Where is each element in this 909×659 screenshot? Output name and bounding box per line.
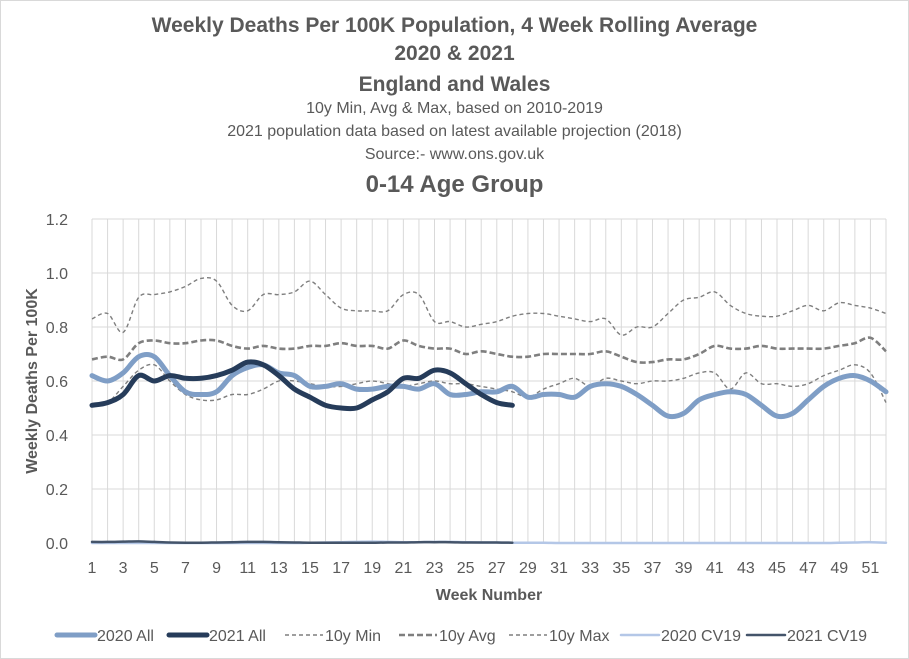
x-tick-label: 13	[270, 560, 288, 577]
legend-label: 10y Min	[325, 628, 381, 645]
x-tick-label: 15	[301, 560, 319, 577]
x-tick-label: 9	[212, 560, 221, 577]
series-line-2020-all	[89, 352, 889, 420]
x-tick-label: 19	[363, 560, 381, 577]
y-tick-label: 0.8	[46, 320, 68, 337]
y-tick-label: 1.2	[46, 212, 68, 229]
x-tick-label: 7	[181, 560, 190, 577]
x-tick-label: 37	[644, 560, 662, 577]
x-tick-label: 49	[830, 560, 848, 577]
chart-title-line-3: England and Wales	[358, 73, 551, 96]
series-line-10y-max	[91, 276, 887, 336]
series-line-2021-cv19	[90, 540, 514, 545]
legend-label: 10y Avg	[439, 628, 496, 645]
x-tick-label: 39	[675, 560, 693, 577]
y-tick-label: 0.0	[46, 536, 68, 553]
x-tick-label: 33	[581, 560, 599, 577]
x-tick-label: 41	[706, 560, 724, 577]
x-tick-label: 25	[457, 560, 475, 577]
x-tick-label: 17	[332, 560, 350, 577]
y-axis-ticks: 0.0 0.2 0.4 0.6 0.8 1.0 1.2	[46, 212, 68, 553]
y-tick-label: 0.4	[46, 428, 68, 445]
x-tick-label: 27	[488, 560, 506, 577]
x-tick-label: 5	[150, 560, 159, 577]
x-tick-label: 47	[799, 560, 817, 577]
chart-subtitle-line-1: 10y Min, Avg & Max, based on 2010-2019	[306, 100, 603, 117]
y-tick-label: 0.2	[46, 482, 68, 499]
chart-subtitle-line-2: 2021 population data based on latest ava…	[227, 123, 682, 140]
x-axis-label: Week Number	[436, 587, 542, 604]
chart-title-line-1: Weekly Deaths Per 100K Population, 4 Wee…	[151, 14, 758, 37]
x-tick-label: 23	[426, 560, 444, 577]
legend: 2020 All 2021 All 10y Min 10y Avg 10y Max 202…	[54, 628, 867, 645]
legend-label: 10y Max	[549, 628, 609, 645]
legend-label: 2021 CV19	[787, 628, 867, 645]
chart-age-group-heading: 0-14 Age Group	[365, 171, 544, 198]
series-line-2021-all	[89, 359, 515, 412]
chart-subtitle-line-3: Source:- www.ons.gov.uk	[364, 146, 545, 163]
x-axis-ticks: 1 3 5 7 9 11 13 15 17 19 21 23 25 27 29 31 33 35 37 39 41 43 4…	[88, 560, 880, 577]
y-tick-label: 1.0	[46, 266, 68, 283]
x-tick-label: 3	[119, 560, 128, 577]
x-tick-label: 45	[768, 560, 786, 577]
series-line-10y-min	[91, 363, 887, 406]
chart-title-line-2: 2020 & 2021	[394, 42, 515, 65]
x-tick-label: 21	[394, 560, 412, 577]
x-tick-label: 43	[737, 560, 755, 577]
legend-label: 2020 All	[97, 628, 154, 645]
gridlines	[91, 218, 887, 544]
x-tick-label: 35	[612, 560, 630, 577]
y-axis-label: Weekly Deaths Per 100K	[24, 288, 41, 474]
x-tick-label: 1	[88, 560, 97, 577]
legend-label: 2021 All	[209, 628, 266, 645]
x-tick-label: 11	[239, 560, 256, 577]
legend-label: 2020 CV19	[661, 628, 741, 645]
series-lines	[89, 276, 889, 545]
y-tick-label: 0.6	[46, 374, 68, 391]
x-tick-label: 51	[862, 560, 880, 577]
x-tick-label: 29	[519, 560, 537, 577]
x-tick-label: 31	[550, 560, 568, 577]
series-line-10y-avg	[91, 336, 887, 364]
